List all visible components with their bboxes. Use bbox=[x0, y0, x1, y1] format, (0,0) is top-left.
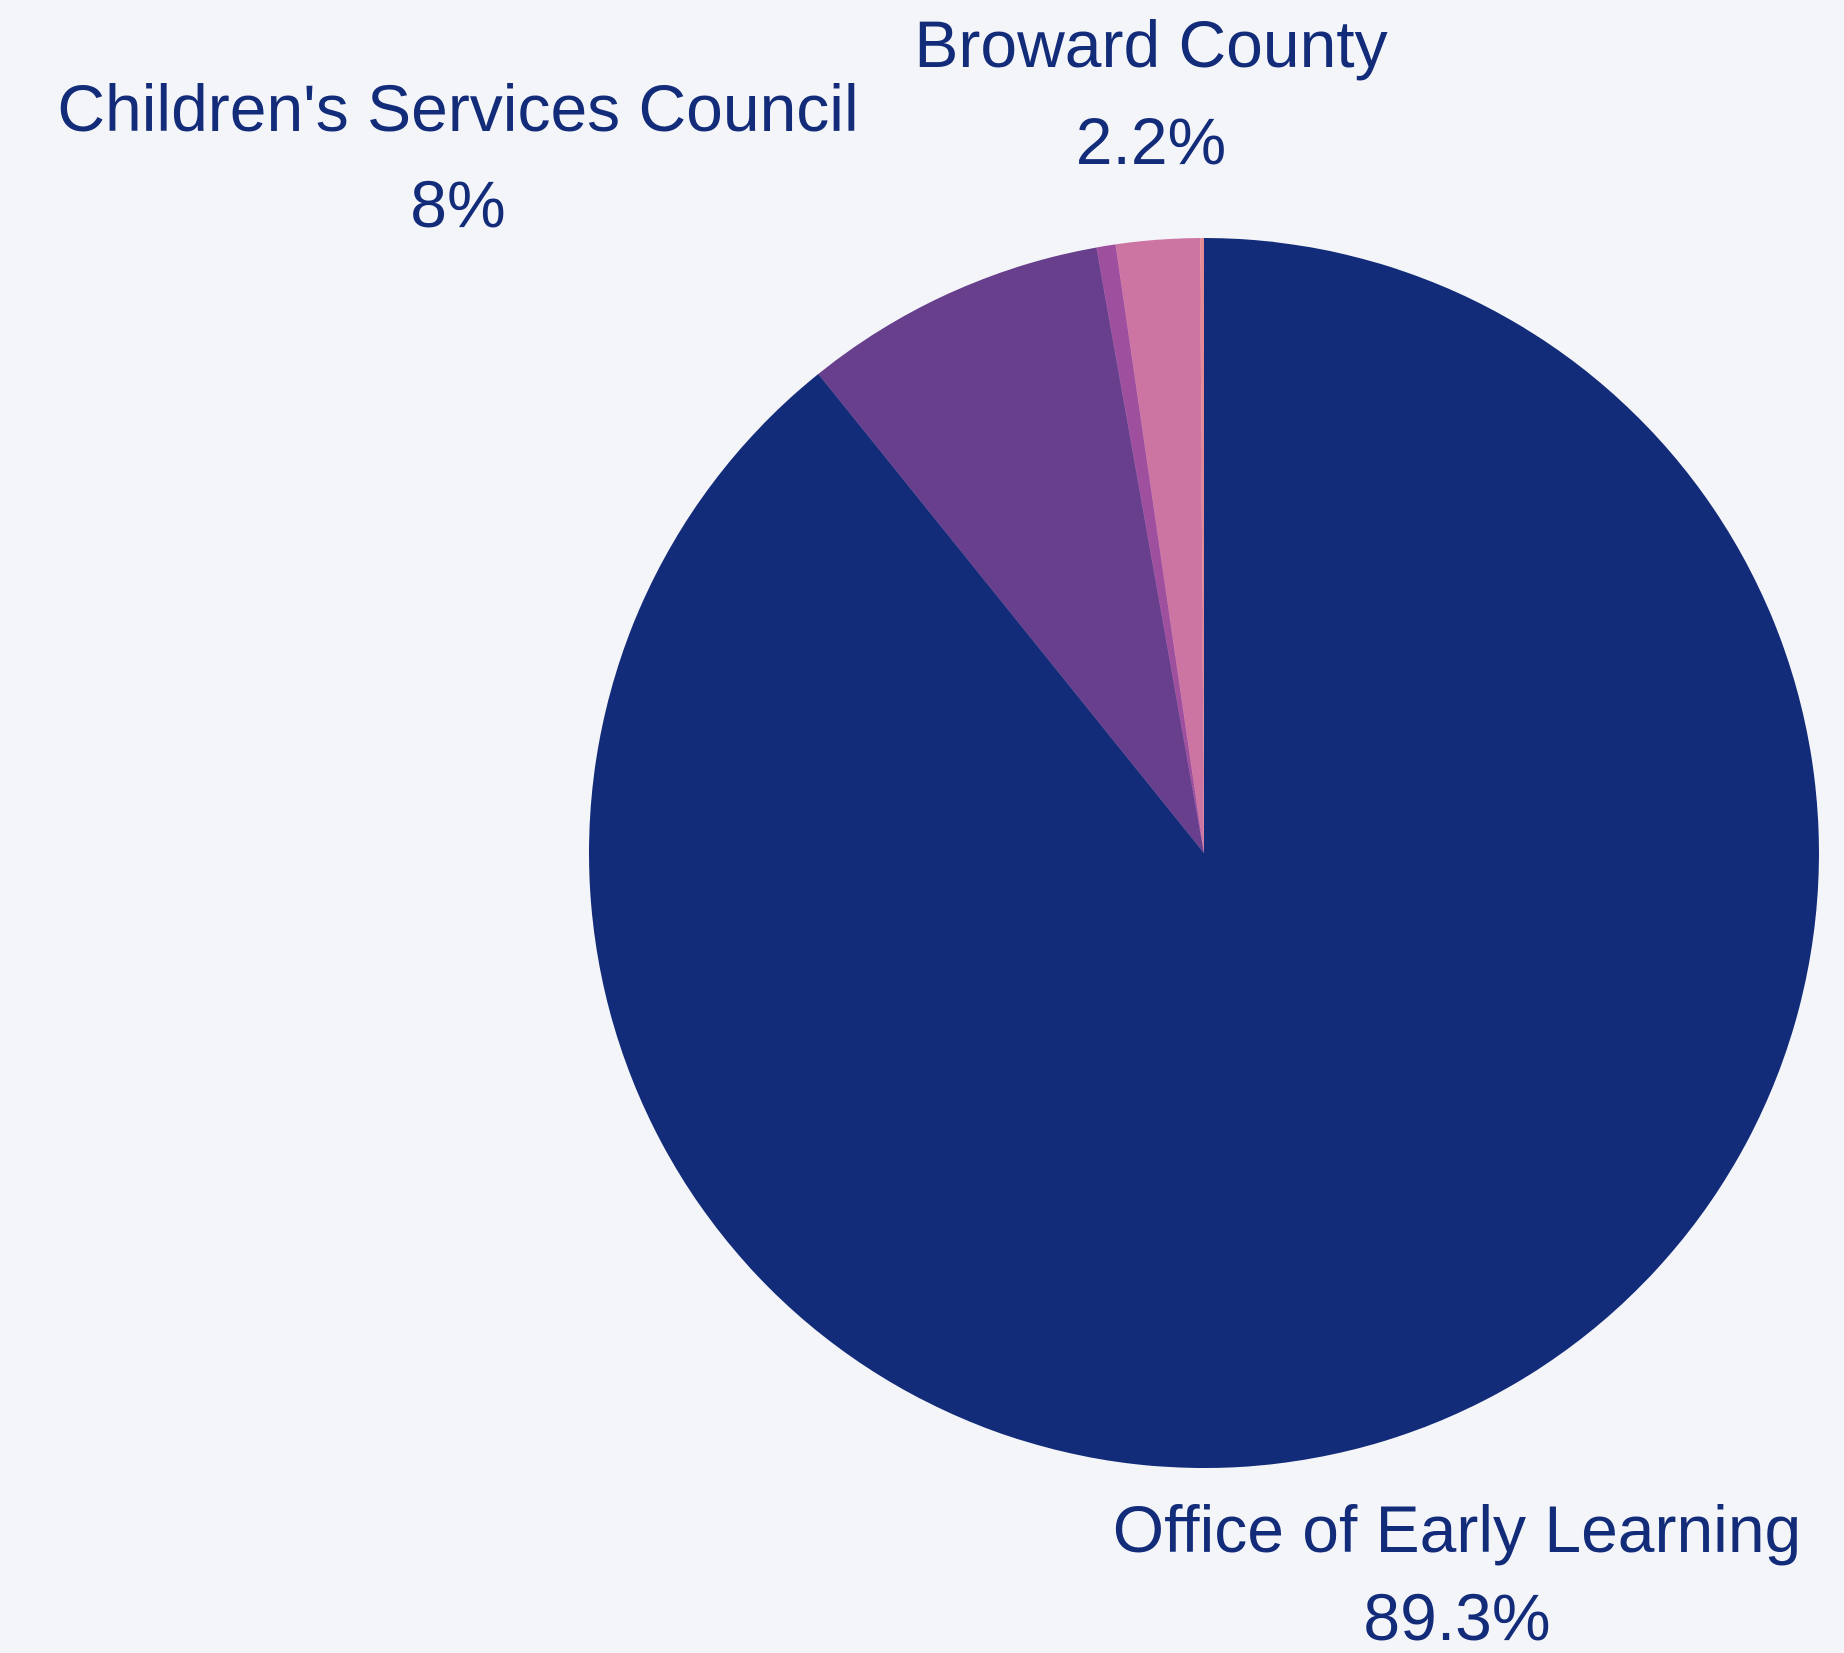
pie-slice-segment-4 bbox=[1200, 237, 1204, 854]
slice-label-group-broward-county: Broward County 2.2% bbox=[914, 7, 1387, 178]
slice-pct-childrens-services-council: 8% bbox=[410, 167, 505, 241]
slice-label-childrens-services-council: Children's Services Council bbox=[57, 71, 858, 145]
pie-slice-office-of-early-learning bbox=[588, 238, 1819, 1468]
slice-label-group-office-of-early-learning: Office of Early Learning 89.3% bbox=[1113, 1492, 1802, 1653]
slice-pct-office-of-early-learning: 89.3% bbox=[1363, 1580, 1550, 1653]
pie-slice-segment-2 bbox=[1096, 244, 1204, 853]
slice-label-office-of-early-learning: Office of Early Learning bbox=[1113, 1492, 1802, 1566]
pie-slice-children-s-services-council bbox=[818, 247, 1204, 854]
pie-slice-broward-county bbox=[1115, 238, 1204, 853]
slice-pct-broward-county: 2.2% bbox=[1076, 104, 1226, 178]
slice-label-group-childrens-services-council: Children's Services Council 8% bbox=[57, 71, 858, 241]
slice-label-broward-county: Broward County bbox=[914, 7, 1387, 81]
pie-slices bbox=[588, 237, 1819, 1468]
